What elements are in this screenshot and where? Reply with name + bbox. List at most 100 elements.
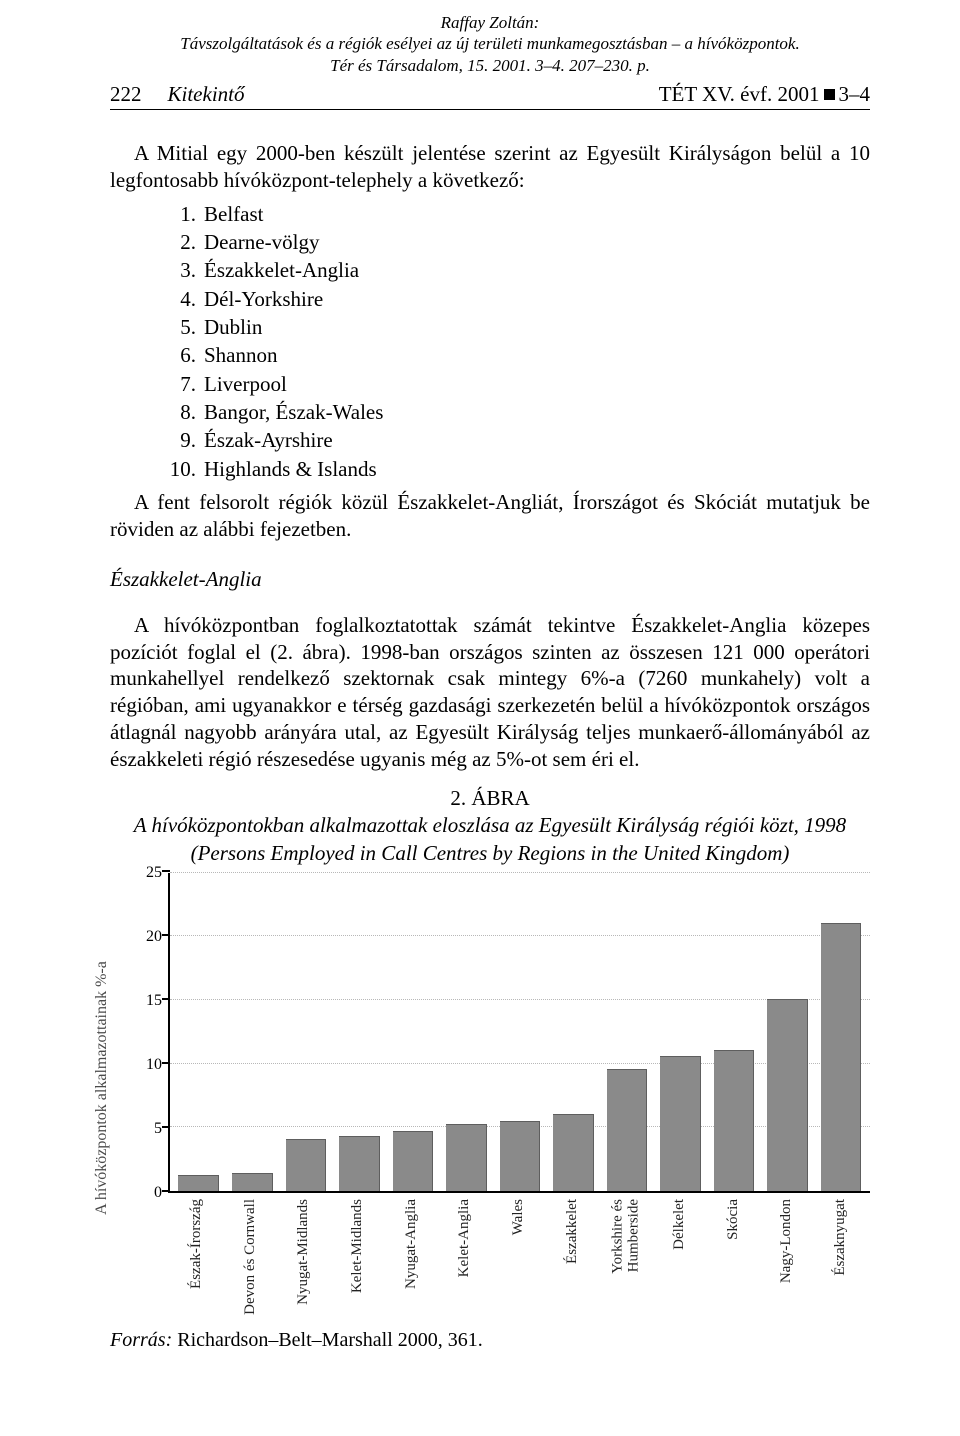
- list-item-number: 5.: [158, 313, 204, 341]
- y-tick-label: 5: [122, 1120, 162, 1138]
- list-item-text: Liverpool: [204, 370, 287, 398]
- scan-header-title-2: Tér és Társadalom, 15. 2001. 3–4. 207–23…: [110, 55, 870, 76]
- figure-caption: 2. ÁBRA A hívóközpontokban alkalmazottak…: [110, 785, 870, 867]
- list-item-number: 2.: [158, 228, 204, 256]
- list-item-number: 10.: [158, 455, 204, 483]
- x-label-slot: Északnyugat: [816, 1193, 866, 1303]
- x-label-slot: Skócia: [709, 1193, 759, 1303]
- square-icon: [824, 89, 835, 100]
- source-text: Richardson–Belt–Marshall 2000, 361.: [172, 1329, 483, 1351]
- x-label: Nyugat-Anglia: [404, 1199, 420, 1289]
- x-label: Devon és Cornwall: [243, 1199, 259, 1315]
- x-label: Yorkshire ésHumberside: [611, 1199, 643, 1274]
- list-item: 6.Shannon: [158, 341, 870, 369]
- bar-slot: [549, 873, 599, 1191]
- bar: [393, 1131, 434, 1191]
- bar-slot: [495, 873, 545, 1191]
- x-label: Wales: [511, 1199, 527, 1235]
- y-tick-label: 20: [122, 928, 162, 946]
- list-item-text: Észak-Ayrshire: [204, 426, 333, 454]
- source-label: Forrás:: [110, 1329, 172, 1351]
- running-head: 222 Kitekintő TÉT XV. évf. 2001 3–4: [110, 82, 870, 110]
- bar-slot: [281, 873, 331, 1191]
- bar-slot: [709, 873, 759, 1191]
- paragraph-3: A hívóközpontban foglalkoztatottak számá…: [110, 612, 870, 773]
- body-text-2: A fent felsorolt régiók közül Északkelet…: [110, 489, 870, 543]
- bar-slot: [763, 873, 813, 1191]
- list-item-number: 9.: [158, 426, 204, 454]
- x-label: Kelet-Midlands: [350, 1199, 366, 1293]
- x-label-slot: Délkelet: [655, 1193, 705, 1303]
- x-label-slot: Észak-Írország: [172, 1193, 222, 1303]
- bar-slot: [174, 873, 224, 1191]
- bar: [178, 1175, 219, 1191]
- y-tick-label: 25: [122, 864, 162, 882]
- running-head-right-prefix: TÉT XV. évf. 2001: [659, 82, 820, 106]
- bar: [821, 923, 862, 1191]
- list-item-text: Dublin: [204, 313, 262, 341]
- x-label-slot: Nyugat-Midlands: [279, 1193, 329, 1303]
- running-head-left: 222 Kitekintő: [110, 82, 245, 107]
- scan-header: Raffay Zoltán: Távszolgáltatások és a ré…: [110, 12, 870, 76]
- figure-title-en: (Persons Employed in Call Centres by Reg…: [191, 841, 790, 865]
- bar: [553, 1114, 594, 1191]
- section-name: Kitekintő: [160, 82, 245, 107]
- x-label-slot: Nyugat-Anglia: [387, 1193, 437, 1303]
- source-line: Forrás: Richardson–Belt–Marshall 2000, 3…: [110, 1329, 870, 1352]
- bar: [660, 1056, 701, 1191]
- figure-title-hu: A hívóközpontokban alkalmazottak eloszlá…: [134, 813, 846, 837]
- x-labels: Észak-Írország Devon és Cornwall Nyugat-Mi…: [168, 1193, 870, 1303]
- list-item-number: 7.: [158, 370, 204, 398]
- list-item: 3.Északkelet-Anglia: [158, 256, 870, 284]
- chart-y-axis-label: A hívóközpontok alkalmazottainak %-a: [93, 961, 111, 1215]
- x-label-slot: Nagy-London: [763, 1193, 813, 1303]
- x-label: Észak-Írország: [189, 1199, 205, 1289]
- bar: [339, 1136, 380, 1190]
- scan-header-title-1: Távszolgáltatások és a régiók esélyei az…: [110, 33, 870, 54]
- bar-slot: [335, 873, 385, 1191]
- x-label: Nagy-London: [780, 1199, 796, 1283]
- bar: [286, 1139, 327, 1191]
- bar: [767, 999, 808, 1191]
- list-item-text: Bangor, Észak-Wales: [204, 398, 383, 426]
- list-item-text: Belfast: [204, 200, 263, 228]
- list-item-number: 8.: [158, 398, 204, 426]
- bar: [232, 1173, 273, 1191]
- running-head-right-suffix: 3–4: [839, 82, 871, 106]
- y-ticks: 0510152025: [110, 873, 168, 1193]
- y-tick-label: 10: [122, 1056, 162, 1074]
- running-head-right: TÉT XV. évf. 2001 3–4: [659, 82, 870, 107]
- chart-plot-area: [168, 873, 870, 1193]
- bar-slot: [656, 873, 706, 1191]
- x-label-slot: Yorkshire ésHumberside: [602, 1193, 652, 1303]
- scan-header-author: Raffay Zoltán:: [110, 12, 870, 33]
- bar: [607, 1069, 648, 1191]
- page-number: 222: [110, 82, 142, 107]
- bar-slot: [228, 873, 278, 1191]
- x-label-slot: Kelet-Anglia: [440, 1193, 490, 1303]
- x-label: Kelet-Anglia: [457, 1199, 473, 1277]
- x-label-slot: Kelet-Midlands: [333, 1193, 383, 1303]
- x-label: Északnyugat: [833, 1199, 849, 1276]
- list-item-number: 6.: [158, 341, 204, 369]
- bar-slot: [816, 873, 866, 1191]
- list-item: 7.Liverpool: [158, 370, 870, 398]
- bar-slot: [442, 873, 492, 1191]
- body-text-3: A hívóközpontban foglalkoztatottak számá…: [110, 612, 870, 773]
- list-item-text: Dél-Yorkshire: [204, 285, 323, 313]
- bar: [446, 1124, 487, 1191]
- list-item: 9.Észak-Ayrshire: [158, 426, 870, 454]
- x-label: Skócia: [726, 1199, 742, 1240]
- x-label: Nyugat-Midlands: [296, 1199, 312, 1305]
- list-item-text: Dearne-völgy: [204, 228, 319, 256]
- page: Raffay Zoltán: Távszolgáltatások és a ré…: [0, 0, 960, 1436]
- list-item-text: Shannon: [204, 341, 278, 369]
- y-tick-mark: [162, 870, 170, 872]
- x-label-slot: Devon és Cornwall: [226, 1193, 276, 1303]
- ordered-list: 1.Belfast2.Dearne-völgy3.Északkelet-Angl…: [158, 200, 870, 483]
- bar-slot: [388, 873, 438, 1191]
- list-item: 2.Dearne-völgy: [158, 228, 870, 256]
- bar-slot: [602, 873, 652, 1191]
- list-item-number: 1.: [158, 200, 204, 228]
- list-item: 8.Bangor, Észak-Wales: [158, 398, 870, 426]
